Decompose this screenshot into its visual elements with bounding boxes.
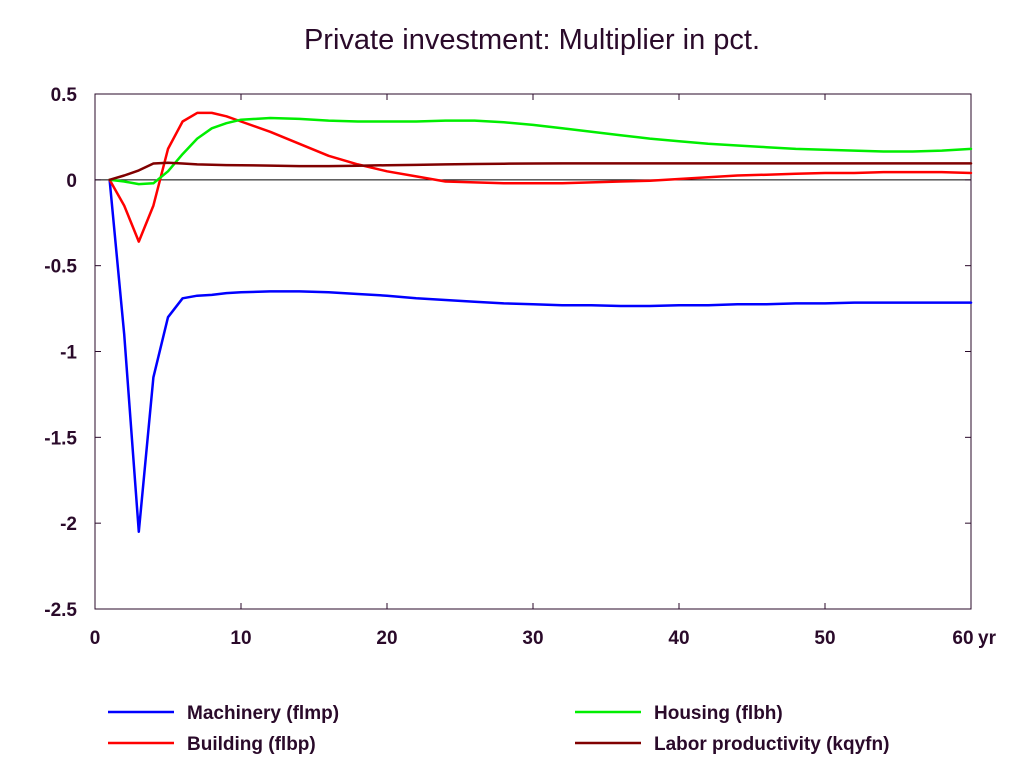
series-line-0 (108, 178, 973, 534)
plot-area: 0.5 0 -0.5 -1 -1.5 -2 -2.5 0 10 20 30 40 50 60 yr (44, 85, 996, 649)
legend-label-0: Machinery (flmp) (187, 703, 339, 724)
x-unit-label: yr (978, 628, 997, 649)
y-tick-label: -1 (60, 343, 77, 364)
x-tick-label: 20 (376, 628, 397, 649)
legend-label-3: Labor productivity (kqyfn) (654, 734, 889, 755)
chart-title: Private investment: Multiplier in pct. (304, 24, 760, 56)
y-tick-label: -1.5 (44, 428, 77, 449)
series-line-1 (108, 111, 973, 243)
series-line-2 (108, 116, 973, 186)
x-tick-label: 60 (952, 628, 973, 649)
legend-label-1: Building (flbp) (187, 734, 316, 755)
y-tick-label: 0.5 (51, 85, 78, 106)
series-line-3 (108, 161, 973, 182)
y-tick-label: 0 (66, 171, 77, 192)
legend-label-2: Housing (flbh) (654, 703, 783, 724)
x-tick-label: 0 (90, 628, 101, 649)
y-tick-label: -2.5 (44, 600, 77, 621)
legend: Machinery (flmp) Building (flbp) Housing (… (108, 703, 889, 755)
x-tick-label: 10 (230, 628, 251, 649)
x-tick-label: 30 (522, 628, 543, 649)
x-tick-label: 40 (668, 628, 689, 649)
x-tick-label: 50 (814, 628, 835, 649)
y-tick-label: -0.5 (44, 257, 77, 278)
y-tick-label: -2 (60, 514, 77, 535)
